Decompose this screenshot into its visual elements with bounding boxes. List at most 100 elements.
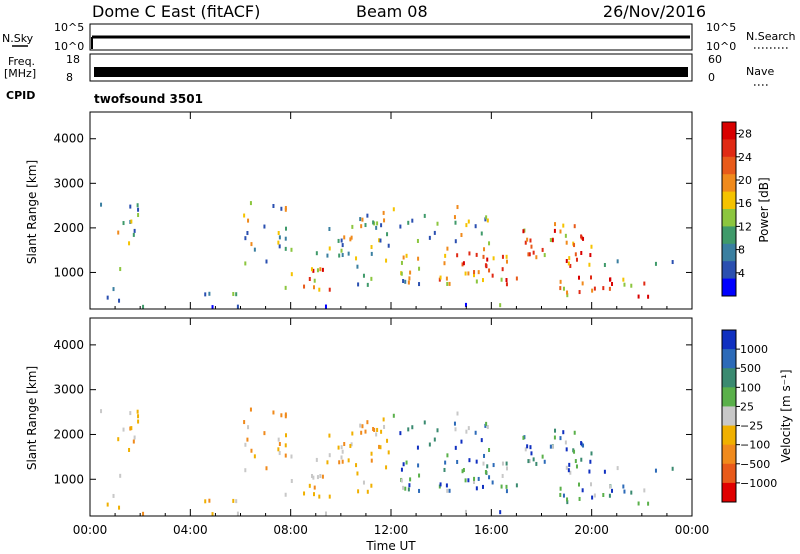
- power-echo: [100, 202, 103, 207]
- velocity-echo: [480, 438, 483, 443]
- velocity-echo: [473, 476, 476, 481]
- velocity-echo: [265, 466, 268, 471]
- power-colorbar-swatch: [722, 174, 736, 193]
- power-echo: [341, 253, 344, 258]
- velocity-echo: [340, 455, 343, 460]
- velocity-echo: [436, 428, 439, 433]
- velocity-echo: [527, 459, 530, 464]
- x-tick-label: 20:00: [574, 523, 609, 537]
- velocity-echo: [623, 489, 626, 494]
- velocity-echo: [277, 437, 280, 442]
- velocity-echo: [129, 426, 132, 431]
- velocity-echo: [565, 447, 568, 452]
- velocity-echo: [417, 463, 420, 468]
- power-echo: [484, 217, 487, 222]
- cpid-program: twofsound 3501: [94, 92, 203, 106]
- power-echo: [515, 276, 518, 281]
- velocity-frame: [89, 317, 693, 517]
- power-echo: [481, 278, 484, 283]
- power-echo: [559, 229, 562, 234]
- y-tick-label: 1000: [53, 265, 84, 279]
- power-echo: [671, 260, 674, 265]
- power-echo: [272, 204, 275, 209]
- velocity-echo: [399, 431, 402, 436]
- velocity-echo: [501, 461, 504, 466]
- power-echo: [318, 287, 321, 292]
- velocity-echo: [316, 475, 319, 480]
- power-echo: [468, 251, 471, 256]
- velocity-echo: [564, 440, 567, 445]
- velocity-echo: [303, 491, 306, 496]
- power-echo: [133, 228, 136, 233]
- velocity-colorbar-swatch: [722, 368, 736, 388]
- power-echo: [359, 217, 362, 222]
- power-echo: [577, 275, 580, 280]
- x-axis-label: Time UT: [365, 539, 416, 553]
- velocity-echo: [128, 447, 131, 452]
- velocity-echo: [347, 458, 350, 463]
- power-echo: [278, 244, 281, 249]
- power-echo: [532, 250, 535, 255]
- velocity-panel: 1000 2000 3000 4000 00:00 04:00 08:00 12:00 16:…: [25, 317, 793, 537]
- power-echo: [232, 291, 235, 296]
- velocity-colorbar-swatch: [722, 330, 736, 350]
- power-echo: [117, 230, 120, 235]
- velocity-echo: [580, 441, 583, 446]
- velocity-echo: [278, 451, 281, 456]
- velocity-echo: [551, 444, 554, 449]
- velocity-echo: [370, 458, 373, 463]
- power-echo: [122, 221, 125, 226]
- power-echo: [446, 281, 449, 286]
- power-echo: [250, 242, 253, 247]
- velocity-echo: [392, 413, 395, 418]
- velocity-echo: [573, 430, 576, 435]
- y-tick-label: 2000: [53, 427, 84, 441]
- power-echo: [501, 267, 504, 272]
- power-echo: [386, 232, 389, 237]
- velocity-echo: [272, 410, 275, 415]
- velocity-echo: [383, 424, 386, 429]
- velocity-echo: [321, 474, 324, 479]
- power-echo: [444, 253, 447, 258]
- velocity-echo: [492, 463, 495, 468]
- velocity-echo: [246, 437, 249, 442]
- beam-label: Beam 08: [356, 2, 428, 21]
- power-echo: [355, 256, 358, 261]
- velocity-echo: [359, 423, 362, 428]
- velocity-echo: [341, 449, 344, 454]
- freq-label: Freq.: [8, 55, 35, 68]
- velocity-echo: [559, 436, 562, 441]
- power-echo: [438, 277, 441, 282]
- power-echo: [208, 291, 211, 296]
- power-echo: [559, 286, 562, 291]
- velocity-echo: [475, 459, 478, 464]
- velocity-colorbar-tick-label: −25: [740, 420, 763, 433]
- power-echo: [562, 223, 565, 228]
- power-echo: [383, 218, 386, 223]
- power-echo: [278, 235, 281, 240]
- power-echo: [643, 281, 646, 286]
- x-tick-label: 16:00: [474, 523, 509, 537]
- power-echo: [475, 252, 478, 257]
- velocity-echo: [505, 466, 508, 471]
- velocity-echo: [643, 488, 646, 493]
- power-echo: [290, 247, 293, 252]
- power-echo: [567, 261, 570, 266]
- velocity-echo: [630, 490, 633, 495]
- power-colorbar-swatch: [722, 261, 736, 280]
- velocity-echo: [117, 437, 120, 442]
- power-echo: [418, 266, 421, 271]
- power-echo: [439, 275, 442, 280]
- velocity-echo: [372, 427, 375, 432]
- velocity-echo: [208, 498, 211, 503]
- velocity-echo: [349, 443, 352, 448]
- velocity-colorbar-swatch: [722, 482, 736, 503]
- power-echo: [475, 279, 478, 284]
- velocity-echo: [602, 492, 605, 497]
- velocity-echo: [370, 451, 373, 456]
- velocity-echo: [338, 460, 341, 465]
- power-panel: 1000 2000 3000 4000 Slant Range [km] 4 8 12 16…: [25, 111, 771, 310]
- power-echo: [244, 261, 247, 266]
- velocity-echo: [500, 484, 503, 489]
- power-echo: [284, 226, 287, 231]
